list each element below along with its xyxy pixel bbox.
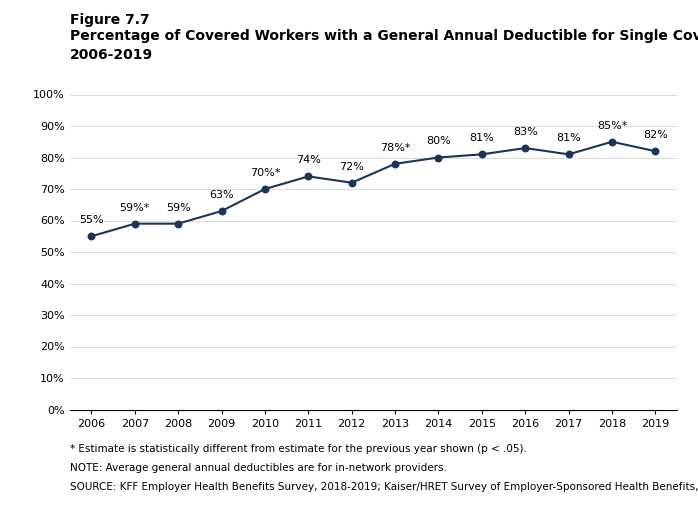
Point — [86, 232, 97, 240]
Point — [260, 185, 271, 193]
Text: 72%: 72% — [339, 162, 364, 172]
Text: 59%*: 59%* — [119, 203, 150, 213]
Text: NOTE: Average general annual deductibles are for in-network providers.: NOTE: Average general annual deductibles… — [70, 463, 447, 473]
Text: SOURCE: KFF Employer Health Benefits Survey, 2018-2019; Kaiser/HRET Survey of Em: SOURCE: KFF Employer Health Benefits Sur… — [70, 482, 698, 492]
Text: Figure 7.7: Figure 7.7 — [70, 13, 149, 27]
Text: Percentage of Covered Workers with a General Annual Deductible for Single Covera: Percentage of Covered Workers with a Gen… — [70, 29, 698, 43]
Point — [216, 207, 228, 215]
Point — [303, 172, 314, 181]
Point — [172, 219, 184, 228]
Point — [519, 144, 530, 152]
Point — [563, 150, 574, 159]
Text: 63%: 63% — [209, 190, 234, 200]
Text: 78%*: 78%* — [380, 143, 410, 153]
Text: 81%: 81% — [470, 133, 494, 143]
Text: 59%: 59% — [166, 203, 191, 213]
Point — [129, 219, 140, 228]
Text: * Estimate is statistically different from estimate for the previous year shown : * Estimate is statistically different fr… — [70, 444, 527, 454]
Text: 80%: 80% — [426, 136, 451, 146]
Point — [389, 160, 401, 168]
Point — [433, 153, 444, 162]
Point — [607, 138, 618, 146]
Point — [346, 178, 357, 187]
Text: 2006-2019: 2006-2019 — [70, 48, 153, 62]
Text: 55%: 55% — [79, 215, 104, 225]
Text: 82%: 82% — [643, 130, 668, 140]
Point — [650, 147, 661, 155]
Text: 74%: 74% — [296, 155, 321, 165]
Text: 85%*: 85%* — [597, 121, 628, 131]
Text: 70%*: 70%* — [250, 168, 280, 178]
Point — [476, 150, 487, 159]
Text: 81%: 81% — [556, 133, 581, 143]
Text: 83%: 83% — [513, 127, 537, 137]
